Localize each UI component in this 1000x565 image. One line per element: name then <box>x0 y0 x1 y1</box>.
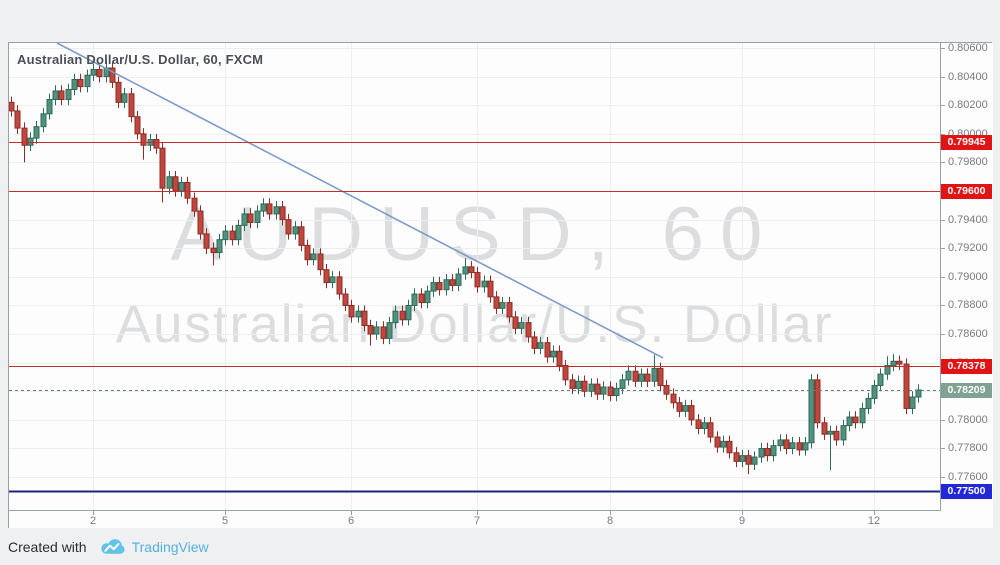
time-tick-label: 7 <box>473 515 481 527</box>
footer: Created with TradingView <box>0 528 1000 565</box>
price-axis[interactable]: 0.806000.804000.802000.800000.798000.796… <box>941 42 993 511</box>
price-line-label-0.79945: 0.79945 <box>941 135 992 150</box>
time-tick-mark <box>477 511 478 515</box>
time-tick-mark <box>93 511 94 515</box>
price-tick-label: 0.78600 <box>941 328 988 341</box>
time-tick-label: 6 <box>347 515 355 527</box>
price-line-label-0.78378: 0.78378 <box>941 359 992 374</box>
tradingview-brand-link[interactable]: TradingView <box>131 538 209 555</box>
price-tick-label: 0.78000 <box>941 414 988 427</box>
price-tick-label: 0.80400 <box>941 71 988 84</box>
price-tick-label: 0.78800 <box>941 299 988 312</box>
grid-vertical <box>93 43 875 510</box>
time-tick-label: 12 <box>867 515 881 527</box>
price-line-label-0.77500: 0.77500 <box>941 484 992 499</box>
price-tick-label: 0.79000 <box>941 271 988 284</box>
candles-series <box>9 59 922 475</box>
time-tick-label: 9 <box>738 515 746 527</box>
time-tick-mark <box>351 511 352 515</box>
candlestick-chart[interactable] <box>9 43 940 510</box>
time-tick-label: 2 <box>89 515 97 527</box>
price-chart-plot[interactable]: AUDUSD, 60 Australian Dollar/U.S. Dollar… <box>9 43 941 511</box>
price-line-label-0.79600: 0.79600 <box>941 184 992 199</box>
time-tick-mark <box>610 511 611 515</box>
tradingview-logo-icon[interactable] <box>99 538 126 556</box>
chart-panel: AUDUSD, 60 Australian Dollar/U.S. Dollar… <box>8 42 993 528</box>
time-tick-mark <box>742 511 743 515</box>
price-tick-label: 0.77600 <box>941 471 988 484</box>
time-tick-label: 5 <box>221 515 229 527</box>
price-tick-label: 0.80200 <box>941 99 988 112</box>
price-tick-label: 0.79400 <box>941 214 988 227</box>
horizontal-line-drawings[interactable] <box>9 142 940 493</box>
time-tick-mark <box>874 511 875 515</box>
price-tick-label: 0.80600 <box>941 42 988 55</box>
time-tick-mark <box>225 511 226 515</box>
price-tick-label: 0.77800 <box>941 442 988 455</box>
created-with-label: Created with <box>8 538 87 555</box>
grid-horizontal <box>9 48 940 478</box>
time-tick-label: 8 <box>606 515 614 527</box>
price-tick-label: 0.79800 <box>941 156 988 169</box>
price-tick-label: 0.79200 <box>941 242 988 255</box>
chart-title: Australian Dollar/U.S. Dollar, 60, FXCM <box>17 52 264 67</box>
price-line-label-0.78209: 0.78209 <box>941 383 992 398</box>
axis-corner <box>941 511 993 528</box>
time-axis[interactable]: 2 5 6 7 8 9 12 <box>9 511 941 528</box>
descending-trendline[interactable] <box>56 43 664 359</box>
